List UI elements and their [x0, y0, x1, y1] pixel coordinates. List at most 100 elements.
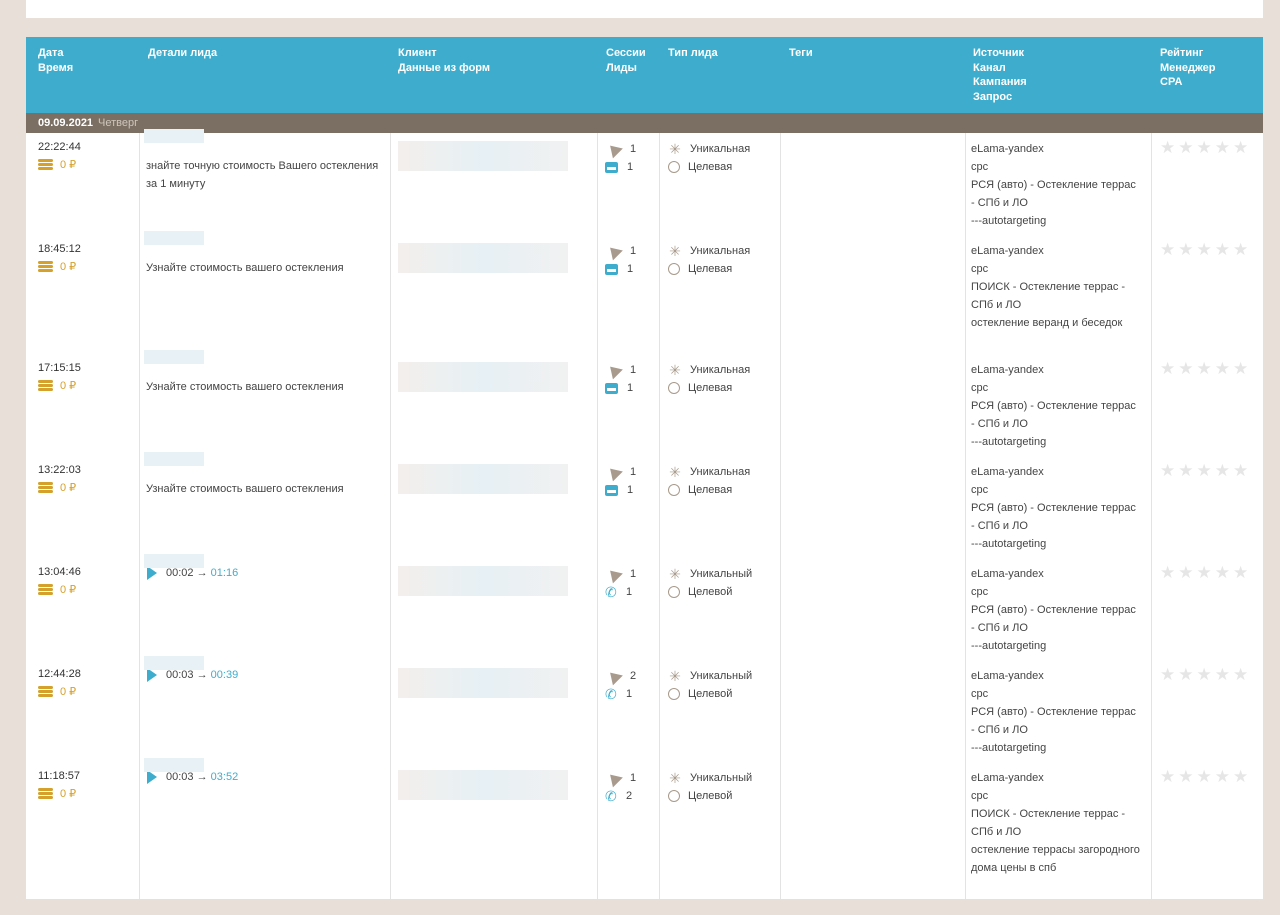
rating-stars[interactable]: ★ ★ ★ ★ ★: [1160, 563, 1248, 583]
rating-stars[interactable]: ★ ★ ★ ★ ★: [1160, 665, 1248, 685]
call-duration-link[interactable]: 03:52: [210, 770, 239, 783]
lead-type-unique: Уникальная: [690, 245, 751, 257]
header-channel-label: Канал: [973, 61, 1006, 74]
star-icon[interactable]: ★: [1196, 665, 1212, 684]
play-icon[interactable]: [147, 566, 157, 580]
table-row[interactable]: 12:44:28 0 ₽ 00:03 → 00:39 2 ✆ 1 ✳ Уникаль…: [26, 656, 1263, 763]
star-icon[interactable]: ★: [1214, 138, 1230, 157]
star-icon[interactable]: ★: [1233, 665, 1249, 684]
lead-type-target: Целевая: [688, 161, 733, 173]
star-icon[interactable]: ★: [1178, 138, 1194, 157]
lead-type-unique: Уникальный: [690, 772, 753, 784]
header-source[interactable]: Источник Канал Кампания Запрос: [973, 46, 1027, 104]
lead-detail-text: Узнайте стоимость вашего остекления: [146, 262, 344, 274]
star-icon[interactable]: ★: [1160, 240, 1176, 259]
header-client[interactable]: Клиент Данные из форм: [398, 46, 490, 75]
call-recording[interactable]: 00:03 → 03:52: [147, 770, 238, 784]
header-leads-label: Лиды: [606, 61, 637, 74]
star-icon[interactable]: ★: [1214, 461, 1230, 480]
table-row[interactable]: 17:15:15 0 ₽ Узнайте стоимость вашего ос…: [26, 350, 1263, 457]
star-icon[interactable]: ★: [1233, 767, 1249, 786]
star-icon[interactable]: ★: [1196, 767, 1212, 786]
rating-stars[interactable]: ★ ★ ★ ★ ★: [1160, 138, 1248, 158]
header-rating[interactable]: Рейтинг Менеджер CPA: [1160, 46, 1216, 90]
star-icon[interactable]: ★: [1196, 138, 1212, 157]
cursor-icon: [605, 242, 623, 260]
play-icon[interactable]: [147, 770, 157, 784]
star-icon[interactable]: ★: [1160, 563, 1176, 582]
table-row[interactable]: 22:22:44 0 ₽ знайте точную стоимость Ваш…: [26, 129, 1263, 236]
header-form-data-label: Данные из форм: [398, 61, 491, 74]
lead-source: eLama-yandex cpc РСЯ (авто) - Остекление т…: [971, 140, 1141, 230]
top-panel: [26, 0, 1263, 18]
star-icon[interactable]: ★: [1233, 563, 1249, 582]
star-icon[interactable]: ★: [1178, 359, 1194, 378]
lead-type-target: Целевая: [688, 263, 733, 275]
star-icon[interactable]: ★: [1160, 461, 1176, 480]
star-icon[interactable]: ★: [1214, 240, 1230, 259]
star-icon[interactable]: ★: [1196, 563, 1212, 582]
rating-stars[interactable]: ★ ★ ★ ★ ★: [1160, 461, 1248, 481]
leads-count: 1: [627, 263, 634, 275]
lead-type-unique: Уникальная: [690, 143, 751, 155]
star-icon[interactable]: ★: [1233, 240, 1249, 259]
star-icon[interactable]: ★: [1196, 240, 1212, 259]
group-date: 09.09.2021: [38, 117, 94, 129]
star-icon[interactable]: ★: [1178, 461, 1194, 480]
star-icon[interactable]: ★: [1196, 359, 1212, 378]
coins-icon: [38, 260, 54, 273]
table-row[interactable]: 18:45:12 0 ₽ Узнайте стоимость вашего ос…: [26, 231, 1263, 355]
lead-cost: 0 ₽: [38, 481, 76, 494]
date-group-row: 09.09.2021 Четверг: [26, 113, 1263, 133]
header-sessions[interactable]: Сессии Лиды: [606, 46, 646, 75]
header-tags[interactable]: Теги: [789, 46, 813, 61]
table-row[interactable]: 11:18:57 0 ₽ 00:03 → 03:52 1 ✆ 2 ✳ Уникаль…: [26, 758, 1263, 899]
rating-stars[interactable]: ★ ★ ★ ★ ★: [1160, 359, 1248, 379]
star-icon[interactable]: ★: [1196, 461, 1212, 480]
star-icon[interactable]: ★: [1233, 359, 1249, 378]
source-line: cpc: [971, 161, 989, 173]
star-icon[interactable]: ★: [1233, 138, 1249, 157]
star-icon[interactable]: ★: [1178, 240, 1194, 259]
header-cpa-label: CPA: [1160, 76, 1183, 88]
table-row[interactable]: 13:04:46 0 ₽ 00:02 → 01:16 1 ✆ 1 ✳ Уникаль…: [26, 554, 1263, 661]
header-lead-type[interactable]: Тип лида: [668, 46, 718, 61]
lead-detail-text: Узнайте стоимость вашего остекления: [146, 483, 344, 495]
source-line: ПОИСК - Остекление террас - СПб и ЛО: [971, 281, 1126, 311]
star-icon[interactable]: ★: [1178, 563, 1194, 582]
header-date-time[interactable]: Дата Время: [38, 46, 73, 75]
star-icon[interactable]: ★: [1214, 359, 1230, 378]
star-icon[interactable]: ★: [1160, 359, 1176, 378]
sessions-leads: 1 1: [605, 463, 636, 499]
star-icon[interactable]: ★: [1214, 563, 1230, 582]
star-icon[interactable]: ★: [1233, 461, 1249, 480]
unique-icon: ✳: [669, 243, 681, 259]
call-wait-time: 00:03: [166, 770, 194, 783]
rating-stars[interactable]: ★ ★ ★ ★ ★: [1160, 240, 1248, 260]
call-wait-time: 00:02: [166, 566, 194, 579]
call-recording[interactable]: 00:02 → 01:16: [147, 566, 238, 580]
table-row[interactable]: 13:22:03 0 ₽ Узнайте стоимость вашего ос…: [26, 452, 1263, 559]
rating-stars[interactable]: ★ ★ ★ ★ ★: [1160, 767, 1248, 787]
sessions-count: 1: [630, 364, 637, 376]
star-icon[interactable]: ★: [1178, 767, 1194, 786]
call-duration-link[interactable]: 01:16: [210, 566, 239, 579]
sessions-count: 1: [630, 143, 637, 155]
star-icon[interactable]: ★: [1160, 138, 1176, 157]
star-icon[interactable]: ★: [1160, 767, 1176, 786]
star-icon[interactable]: ★: [1160, 665, 1176, 684]
header-details[interactable]: Детали лида: [148, 46, 217, 61]
call-duration-link[interactable]: 00:39: [210, 668, 239, 681]
lead-time: 12:44:28: [38, 668, 81, 680]
source-line: РСЯ (авто) - Остекление террас - СПб и Л…: [971, 604, 1136, 634]
source-line: ---autotargeting: [971, 742, 1047, 754]
header-query-label: Запрос: [973, 90, 1013, 103]
header-lead-type-label: Тип лида: [668, 47, 718, 59]
table-header: Дата Время Детали лида Клиент Данные из …: [26, 37, 1263, 113]
play-icon[interactable]: [147, 668, 157, 682]
star-icon[interactable]: ★: [1214, 665, 1230, 684]
star-icon[interactable]: ★: [1178, 665, 1194, 684]
star-icon[interactable]: ★: [1214, 767, 1230, 786]
call-recording[interactable]: 00:03 → 00:39: [147, 668, 238, 682]
lead-type-unique: Уникальный: [690, 568, 753, 580]
